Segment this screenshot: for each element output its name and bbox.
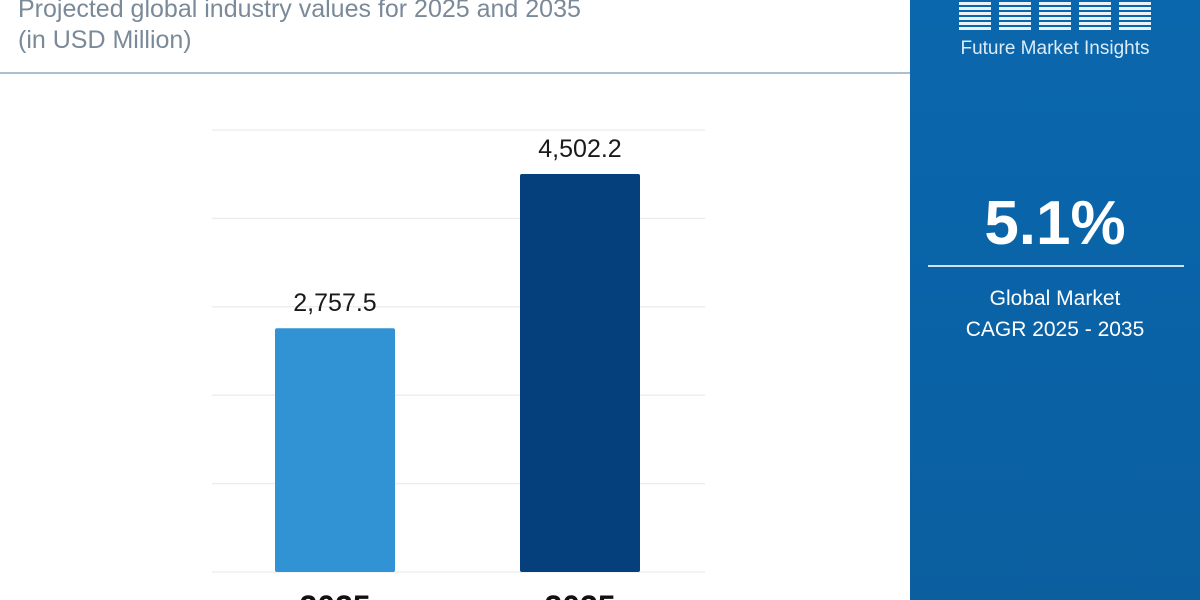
title-line-2: (in USD Million)	[18, 26, 192, 54]
title-line-1: Projected global industry values for 202…	[18, 0, 581, 23]
x-tick-label: 2025	[299, 589, 370, 600]
x-tick-label: 2035	[544, 589, 615, 600]
cagr-caption: Global Market CAGR 2025 - 2035	[910, 283, 1200, 345]
cagr-value: 5.1%	[984, 189, 1126, 258]
panel-divider	[928, 265, 1184, 267]
header-divider	[0, 72, 910, 74]
bar-chart: 2,757.5 2025 4,502.2 2035	[212, 129, 705, 600]
brand-name: Future Market Insights	[960, 38, 1150, 59]
bar-2035	[520, 174, 640, 572]
chart-title: Projected global industry values for 202…	[18, 0, 581, 56]
caption-line-1: Global Market	[989, 287, 1121, 310]
fmi-logo	[955, 0, 1155, 32]
caption-line-2: CAGR 2025 - 2035	[965, 318, 1145, 341]
side-panel: Future Market Insights 5.1% Global Marke…	[910, 0, 1200, 600]
bar-2025	[275, 328, 395, 572]
data-label: 4,502.2	[538, 135, 621, 163]
data-label: 2,757.5	[293, 289, 376, 317]
